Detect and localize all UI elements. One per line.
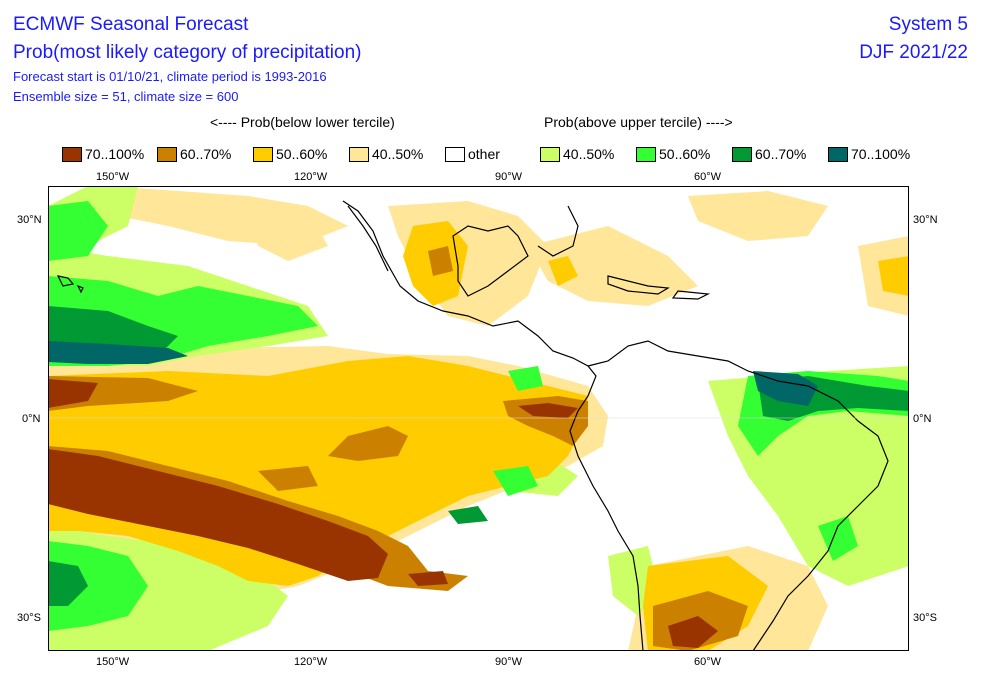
legend-label: 40..50% bbox=[563, 146, 615, 162]
below-70-100-regions bbox=[48, 379, 718, 648]
legend-label: 70..100% bbox=[85, 146, 145, 162]
legend-label: other bbox=[468, 146, 500, 162]
lon-label-top: 150°W bbox=[96, 171, 130, 183]
title-sub: Prob(most likely category of precipitati… bbox=[13, 42, 362, 63]
legend-below-heading: <---- Prob(below lower tercile) bbox=[210, 114, 395, 130]
legend-swatch bbox=[636, 146, 656, 162]
legend-label: 50..60% bbox=[276, 146, 328, 162]
legend-label: 40..50% bbox=[372, 146, 424, 162]
legend-swatch bbox=[157, 146, 177, 162]
legend-swatch bbox=[445, 146, 465, 162]
lat-label-right: 30°N bbox=[913, 214, 938, 226]
legend-label: 70..100% bbox=[851, 146, 911, 162]
legend-swatch bbox=[253, 146, 273, 162]
lat-label-left: 0°N bbox=[22, 413, 41, 425]
legend-label: 60..70% bbox=[755, 146, 807, 162]
above-70-100-regions bbox=[48, 341, 818, 406]
lon-label-top: 120°W bbox=[294, 171, 328, 183]
ensemble-size-text: Ensemble size = 51, climate size = 600 bbox=[13, 89, 239, 104]
legend-item-other: other bbox=[445, 146, 500, 162]
map-frame bbox=[48, 186, 909, 651]
coastline bbox=[56, 200, 889, 651]
legend-label: 60..70% bbox=[180, 146, 232, 162]
legend-swatch bbox=[62, 146, 82, 162]
legend-item-above-70-100: 70..100% bbox=[828, 146, 910, 162]
legend-item-below-40-50: 40..50% bbox=[349, 146, 423, 162]
legend-swatch bbox=[349, 146, 369, 162]
lon-label-top: 60°W bbox=[694, 171, 722, 183]
legend-item-above-50-60: 50..60% bbox=[636, 146, 710, 162]
legend-item-above-40-50: 40..50% bbox=[540, 146, 614, 162]
legend-swatch bbox=[828, 146, 848, 162]
legend-item-above-60-70: 60..70% bbox=[732, 146, 806, 162]
lon-label-bottom: 60°W bbox=[694, 656, 722, 668]
legend-swatch bbox=[540, 146, 560, 162]
title-main: ECMWF Seasonal Forecast bbox=[13, 14, 249, 35]
legend-swatch bbox=[732, 146, 752, 162]
legend-above-heading: Prob(above upper tercile) ----> bbox=[544, 114, 733, 130]
legend-item-below-50-60: 50..60% bbox=[253, 146, 327, 162]
legend-item-below-70-100: 70..100% bbox=[62, 146, 144, 162]
season-label: DJF 2021/22 bbox=[859, 42, 968, 63]
lat-label-left: 30°N bbox=[17, 214, 42, 226]
legend-label: 50..60% bbox=[659, 146, 711, 162]
lon-label-top: 90°W bbox=[495, 171, 523, 183]
precipitation-probability-map bbox=[48, 186, 909, 651]
lon-label-bottom: 120°W bbox=[294, 656, 328, 668]
lon-label-bottom: 150°W bbox=[96, 656, 130, 668]
lon-label-bottom: 90°W bbox=[495, 656, 523, 668]
forecast-start-text: Forecast start is 01/10/21, climate peri… bbox=[13, 69, 327, 84]
legend-item-below-60-70: 60..70% bbox=[157, 146, 231, 162]
lat-label-right: 0°N bbox=[913, 413, 932, 425]
lat-label-right: 30°S bbox=[913, 612, 937, 624]
lat-label-left: 30°S bbox=[17, 612, 41, 624]
system-label: System 5 bbox=[888, 14, 968, 35]
